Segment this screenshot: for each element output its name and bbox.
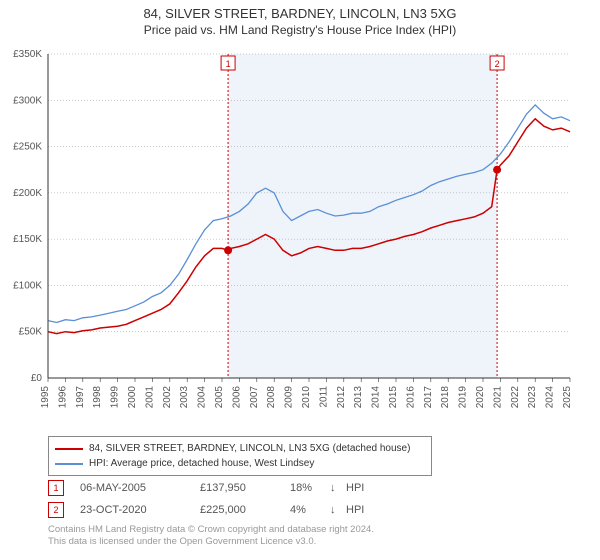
svg-text:2019: 2019 — [458, 386, 469, 409]
footer-line-1: Contains HM Land Registry data © Crown c… — [48, 524, 374, 536]
legend-row-hpi: HPI: Average price, detached house, West… — [55, 456, 425, 471]
footer-text: Contains HM Land Registry data © Crown c… — [48, 524, 374, 549]
svg-text:2001: 2001 — [144, 386, 155, 409]
svg-text:£300K: £300K — [13, 95, 42, 106]
svg-text:2021: 2021 — [492, 386, 503, 409]
svg-text:1998: 1998 — [92, 386, 103, 409]
svg-text:2000: 2000 — [127, 386, 138, 409]
svg-text:2011: 2011 — [318, 386, 329, 408]
svg-text:2016: 2016 — [405, 386, 416, 409]
sale-row-2: 2 23-OCT-2020 £225,000 4% ↓ HPI — [48, 502, 376, 518]
svg-text:2006: 2006 — [231, 386, 242, 409]
svg-text:2015: 2015 — [388, 386, 399, 409]
sale-hpi-2: HPI — [346, 504, 376, 516]
svg-text:£150K: £150K — [13, 234, 42, 245]
legend-row-property: 84, SILVER STREET, BARDNEY, LINCOLN, LN3… — [55, 441, 425, 456]
svg-text:£200K: £200K — [13, 188, 42, 199]
sale-price-1: £137,950 — [200, 482, 290, 494]
svg-text:2: 2 — [495, 59, 500, 69]
down-arrow-icon: ↓ — [330, 482, 346, 494]
sale-marker-1: 1 — [48, 480, 64, 496]
svg-text:1996: 1996 — [57, 386, 68, 409]
svg-text:2017: 2017 — [423, 386, 434, 409]
legend-label-hpi: HPI: Average price, detached house, West… — [89, 456, 314, 471]
svg-text:£350K: £350K — [13, 49, 42, 60]
title-block: 84, SILVER STREET, BARDNEY, LINCOLN, LN3… — [0, 0, 600, 37]
svg-text:2003: 2003 — [179, 386, 190, 409]
svg-text:£50K: £50K — [19, 327, 43, 338]
svg-text:2023: 2023 — [527, 386, 538, 409]
svg-text:£100K: £100K — [13, 280, 42, 291]
chart-svg: £0£50K£100K£150K£200K£250K£300K£350K1995… — [48, 50, 578, 420]
sales-block: 1 06-MAY-2005 £137,950 18% ↓ HPI 2 23-OC… — [48, 480, 376, 524]
chart-area: £0£50K£100K£150K£200K£250K£300K£350K1995… — [48, 50, 578, 420]
legend-swatch-hpi — [55, 463, 83, 465]
chart-container: 84, SILVER STREET, BARDNEY, LINCOLN, LN3… — [0, 0, 600, 560]
svg-text:2025: 2025 — [562, 386, 573, 409]
svg-text:2013: 2013 — [353, 386, 364, 409]
svg-text:1997: 1997 — [75, 386, 86, 409]
footer-line-2: This data is licensed under the Open Gov… — [48, 536, 374, 548]
svg-text:2009: 2009 — [284, 386, 295, 409]
svg-text:2024: 2024 — [545, 386, 556, 409]
sale-pct-2: 4% — [290, 504, 330, 516]
sale-date-1: 06-MAY-2005 — [80, 482, 200, 494]
legend-swatch-property — [55, 448, 83, 450]
svg-text:2014: 2014 — [371, 386, 382, 409]
svg-text:£250K: £250K — [13, 142, 42, 153]
svg-text:2020: 2020 — [475, 386, 486, 409]
sale-hpi-1: HPI — [346, 482, 376, 494]
svg-text:2022: 2022 — [510, 386, 521, 409]
down-arrow-icon: ↓ — [330, 504, 346, 516]
sale-price-2: £225,000 — [200, 504, 290, 516]
svg-text:2002: 2002 — [162, 386, 173, 409]
sale-row-1: 1 06-MAY-2005 £137,950 18% ↓ HPI — [48, 480, 376, 496]
svg-text:2005: 2005 — [214, 386, 225, 409]
legend-box: 84, SILVER STREET, BARDNEY, LINCOLN, LN3… — [48, 436, 432, 476]
svg-text:2010: 2010 — [301, 386, 312, 409]
sale-marker-2: 2 — [48, 502, 64, 518]
svg-text:1: 1 — [226, 59, 231, 69]
title-main: 84, SILVER STREET, BARDNEY, LINCOLN, LN3… — [0, 6, 600, 21]
title-sub: Price paid vs. HM Land Registry's House … — [0, 23, 600, 37]
svg-text:1999: 1999 — [110, 386, 121, 409]
svg-text:2004: 2004 — [197, 386, 208, 409]
svg-text:2012: 2012 — [336, 386, 347, 409]
sale-pct-1: 18% — [290, 482, 330, 494]
sale-date-2: 23-OCT-2020 — [80, 504, 200, 516]
svg-text:2007: 2007 — [249, 386, 260, 409]
svg-text:1995: 1995 — [40, 386, 51, 409]
legend-label-property: 84, SILVER STREET, BARDNEY, LINCOLN, LN3… — [89, 441, 410, 456]
svg-text:2008: 2008 — [266, 386, 277, 409]
svg-text:2018: 2018 — [440, 386, 451, 409]
svg-text:£0: £0 — [31, 373, 43, 384]
